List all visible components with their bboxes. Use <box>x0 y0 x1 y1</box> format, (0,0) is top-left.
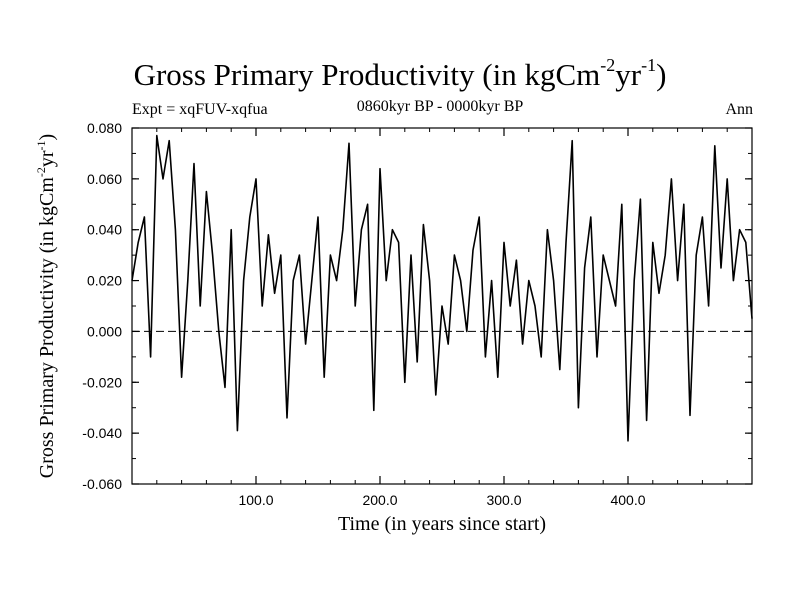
period-label: 0860kyr BP - 0000kyr BP <box>356 98 524 115</box>
x-tick-label: 200.0 <box>362 492 397 508</box>
y-tick-label: -0.020 <box>82 374 122 390</box>
experiment-label: Expt = xqFUV-xqfua <box>132 101 268 118</box>
x-axis-label: Time (in years since start) <box>337 513 547 535</box>
season-label: Ann <box>725 101 753 118</box>
chart-title: Gross Primary Productivity (in kgCm-2yr-… <box>133 55 667 92</box>
x-tick-label: 400.0 <box>610 492 645 508</box>
y-tick-label: 0.000 <box>87 323 122 339</box>
data-series-line <box>131 134 753 442</box>
x-tick-label: 300.0 <box>486 492 521 508</box>
y-tick-label: 0.040 <box>87 222 122 238</box>
x-tick-label: 100.0 <box>238 492 273 508</box>
y-tick-label: -0.040 <box>82 425 122 441</box>
y-tick-label: -0.060 <box>82 476 122 492</box>
y-tick-label: 0.020 <box>87 273 122 289</box>
y-tick-label: 0.060 <box>87 171 122 187</box>
y-tick-label: 0.080 <box>87 120 122 136</box>
